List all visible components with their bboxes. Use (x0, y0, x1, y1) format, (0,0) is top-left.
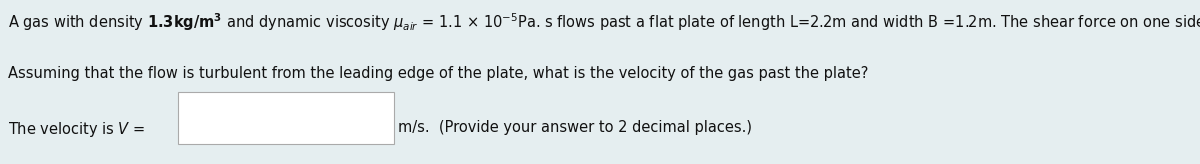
Text: The velocity is $V$ =: The velocity is $V$ = (8, 120, 145, 139)
Text: Assuming that the flow is turbulent from the leading edge of the plate, what is : Assuming that the flow is turbulent from… (8, 66, 869, 81)
Text: m/s.  (Provide your answer to 2 decimal places.): m/s. (Provide your answer to 2 decimal p… (398, 120, 752, 135)
FancyBboxPatch shape (178, 92, 394, 144)
Text: A gas with density $\mathbf{1.3kg/m^3}$ and dynamic viscosity $\mu_{air}$ = 1.1 : A gas with density $\mathbf{1.3kg/m^3}$ … (8, 11, 1200, 33)
